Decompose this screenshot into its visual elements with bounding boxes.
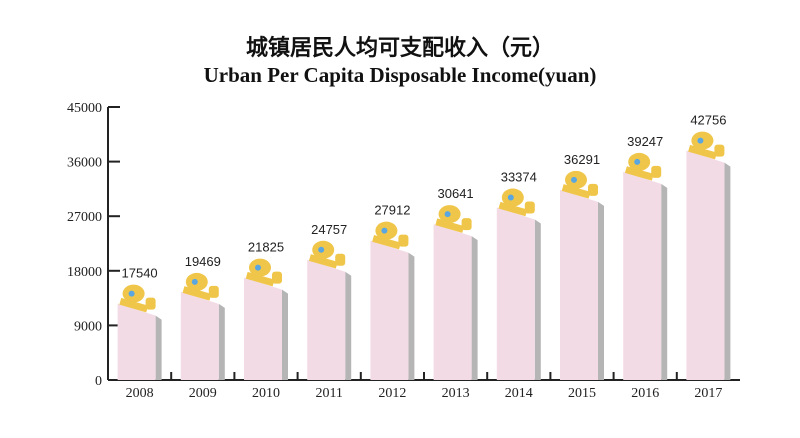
money-icon-dot xyxy=(444,211,451,218)
coin-stack-icon xyxy=(461,218,472,231)
coin-stack-icon xyxy=(145,297,156,310)
icon-banner xyxy=(561,184,591,199)
bar xyxy=(686,150,725,380)
data-label: 17540 xyxy=(122,266,158,281)
bar-side xyxy=(534,219,541,380)
coin-stack-icon xyxy=(524,201,535,214)
money-icon-dot xyxy=(128,290,135,297)
chart-title: 城镇居民人均可支配收入（元） xyxy=(245,35,554,61)
x-tick-label: 2016 xyxy=(631,386,659,401)
money-icon-dot xyxy=(255,264,261,271)
x-tick-label: 2011 xyxy=(315,386,342,401)
money-icon-dot xyxy=(191,278,198,285)
bar xyxy=(117,303,156,380)
coin-stack-icon xyxy=(651,165,662,178)
bar xyxy=(244,277,282,380)
icon-banner xyxy=(435,218,465,233)
bar-side xyxy=(345,271,352,380)
bar-side xyxy=(218,303,225,380)
icon-banner xyxy=(182,286,212,301)
x-tick-label: 2013 xyxy=(442,386,470,401)
money-icon-dot xyxy=(507,194,514,201)
bar xyxy=(370,240,409,380)
bar xyxy=(433,224,472,380)
data-label: 24757 xyxy=(311,222,347,237)
y-tick-label: 9000 xyxy=(74,319,102,334)
bar-side xyxy=(471,236,478,380)
data-label: 30641 xyxy=(438,186,474,201)
icon-banner xyxy=(372,234,401,250)
money-icon-dot xyxy=(697,137,704,144)
coin-stack-icon xyxy=(335,253,346,266)
x-tick-label: 2014 xyxy=(505,386,533,401)
y-tick-label: 27000 xyxy=(67,210,102,225)
x-tick-label: 2010 xyxy=(252,386,280,401)
x-tick-label: 2009 xyxy=(189,386,217,401)
icon-banner xyxy=(498,201,528,217)
icon-banner xyxy=(245,271,275,287)
bar xyxy=(307,259,346,380)
bar-side xyxy=(598,201,604,380)
x-tick-label: 2008 xyxy=(126,386,154,401)
x-tick-label: 2015 xyxy=(568,386,596,401)
data-label: 19469 xyxy=(185,254,221,269)
bar xyxy=(623,171,662,380)
data-label: 39247 xyxy=(627,134,663,149)
coin-stack-icon xyxy=(714,144,725,157)
icon-banner xyxy=(624,166,654,181)
bar-side xyxy=(724,162,731,380)
bar-side xyxy=(408,252,415,380)
bar-side xyxy=(155,315,162,380)
data-label: 21825 xyxy=(248,240,284,255)
icon-banner xyxy=(119,297,149,313)
coin-stack-icon xyxy=(588,183,598,196)
coin-stack-icon xyxy=(398,234,409,247)
bar xyxy=(180,291,219,380)
bar-side xyxy=(282,289,288,380)
data-label: 27912 xyxy=(374,203,410,218)
y-tick-label: 45000 xyxy=(67,101,102,116)
money-icon-dot xyxy=(634,158,641,165)
money-icon-dot xyxy=(318,246,325,253)
y-tick-label: 36000 xyxy=(67,156,102,171)
icon-banner xyxy=(308,254,338,269)
bar xyxy=(496,207,535,380)
data-label: 36291 xyxy=(564,152,600,167)
x-tick-label: 2017 xyxy=(694,386,722,401)
icon-banner xyxy=(688,144,717,160)
money-icon-dot xyxy=(571,176,577,183)
coin-stack-icon xyxy=(272,271,282,284)
data-label: 42756 xyxy=(690,113,726,128)
money-icon-dot xyxy=(381,227,388,234)
bar-side xyxy=(661,183,668,380)
y-tick-label: 18000 xyxy=(67,265,102,280)
bar xyxy=(560,189,598,380)
chart-subtitle: Urban Per Capita Disposable Income(yuan) xyxy=(203,63,597,87)
coin-stack-icon xyxy=(208,285,219,298)
y-tick-label: 0 xyxy=(95,374,102,389)
data-label: 33374 xyxy=(501,170,537,185)
x-tick-label: 2012 xyxy=(378,386,406,401)
